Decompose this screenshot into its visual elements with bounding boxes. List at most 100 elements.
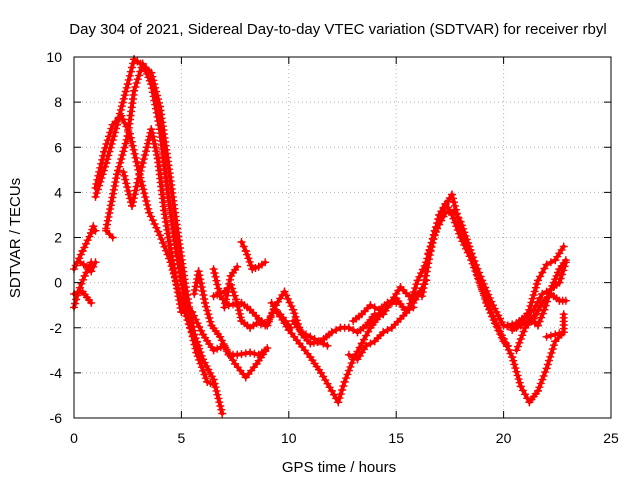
data-point — [290, 309, 299, 318]
data-point — [366, 339, 375, 348]
data-point — [411, 284, 420, 293]
data-point — [95, 167, 104, 176]
y-tick-label: 4 — [54, 184, 62, 200]
data-point — [466, 246, 475, 255]
data-point — [213, 390, 222, 399]
data-point — [452, 222, 461, 231]
data-point — [225, 279, 234, 288]
data-point — [129, 194, 138, 203]
axis-ticks: 0 5 10 15 20 25 -6 -4 -2 0 2 4 6 8 10 — [46, 49, 619, 446]
data-point — [453, 226, 462, 234]
data-point — [472, 268, 481, 277]
data-point — [456, 217, 465, 226]
data-point — [212, 276, 221, 285]
data-point — [205, 314, 214, 322]
data-point — [172, 280, 181, 289]
data-point — [111, 178, 120, 187]
data-point — [497, 333, 506, 342]
data-point — [148, 132, 157, 141]
series-track-17 — [289, 317, 332, 350]
y-tick-label: 0 — [54, 275, 62, 291]
data-point — [212, 386, 221, 395]
data-point — [462, 235, 471, 244]
data-point — [477, 283, 486, 292]
data-point — [130, 86, 139, 95]
data-point — [349, 353, 358, 362]
data-point — [366, 301, 375, 310]
data-point — [478, 287, 487, 296]
data-point — [245, 257, 254, 266]
data-point — [280, 287, 289, 296]
data-point — [424, 249, 433, 258]
data-point — [107, 124, 116, 133]
data-point — [420, 279, 429, 288]
data-point — [418, 292, 426, 301]
data-point — [120, 91, 129, 100]
series-track-7 — [102, 59, 218, 389]
data-point — [244, 254, 253, 263]
data-point — [147, 80, 156, 89]
data-point — [503, 321, 512, 330]
data-point — [217, 336, 226, 345]
data-point — [153, 150, 161, 159]
data-point — [92, 179, 101, 188]
data-point — [314, 337, 323, 346]
data-point — [143, 139, 152, 148]
data-point — [492, 322, 501, 331]
data-point — [217, 405, 226, 414]
data-point — [213, 280, 222, 289]
data-point — [152, 147, 161, 156]
data-point — [97, 159, 106, 168]
series-track-14 — [237, 238, 270, 274]
data-point — [201, 298, 209, 307]
data-point — [530, 287, 539, 296]
data-point — [237, 350, 246, 359]
data-point — [71, 299, 80, 308]
data-point — [538, 289, 547, 298]
data-point — [143, 200, 152, 209]
data-point — [506, 349, 515, 358]
data-point — [197, 283, 206, 292]
data-point — [417, 269, 426, 278]
data-point — [119, 168, 128, 177]
data-point — [216, 402, 225, 410]
data-point — [537, 313, 546, 322]
data-point — [239, 242, 248, 251]
data-point — [528, 294, 537, 303]
data-point — [99, 151, 108, 160]
data-point — [123, 80, 132, 89]
data-point — [252, 319, 261, 328]
data-point — [347, 359, 356, 368]
data-point — [120, 143, 129, 152]
data-point — [206, 368, 214, 377]
data-point — [193, 352, 202, 361]
data-point — [126, 67, 135, 76]
data-point — [535, 317, 544, 326]
data-point — [91, 192, 100, 201]
data-point — [124, 186, 133, 195]
y-tick-label: 2 — [54, 230, 62, 246]
data-point — [559, 242, 568, 251]
data-point — [215, 398, 224, 407]
data-point — [140, 189, 149, 198]
data-point — [235, 309, 244, 318]
data-point — [161, 214, 170, 223]
data-point — [148, 88, 157, 97]
data-point — [237, 238, 246, 246]
data-point — [119, 94, 128, 103]
data-point — [74, 288, 83, 297]
data-point — [266, 312, 275, 320]
data-point — [120, 118, 129, 127]
data-point — [83, 236, 92, 245]
data-point — [128, 141, 137, 150]
data-point — [431, 228, 440, 236]
data-point — [209, 346, 218, 355]
data-point — [201, 374, 210, 383]
data-point — [512, 323, 521, 332]
data-point — [473, 271, 482, 280]
data-point — [467, 249, 476, 258]
data-point — [491, 319, 499, 328]
data-point — [105, 209, 114, 217]
data-point — [76, 250, 85, 259]
data-point — [306, 332, 315, 341]
